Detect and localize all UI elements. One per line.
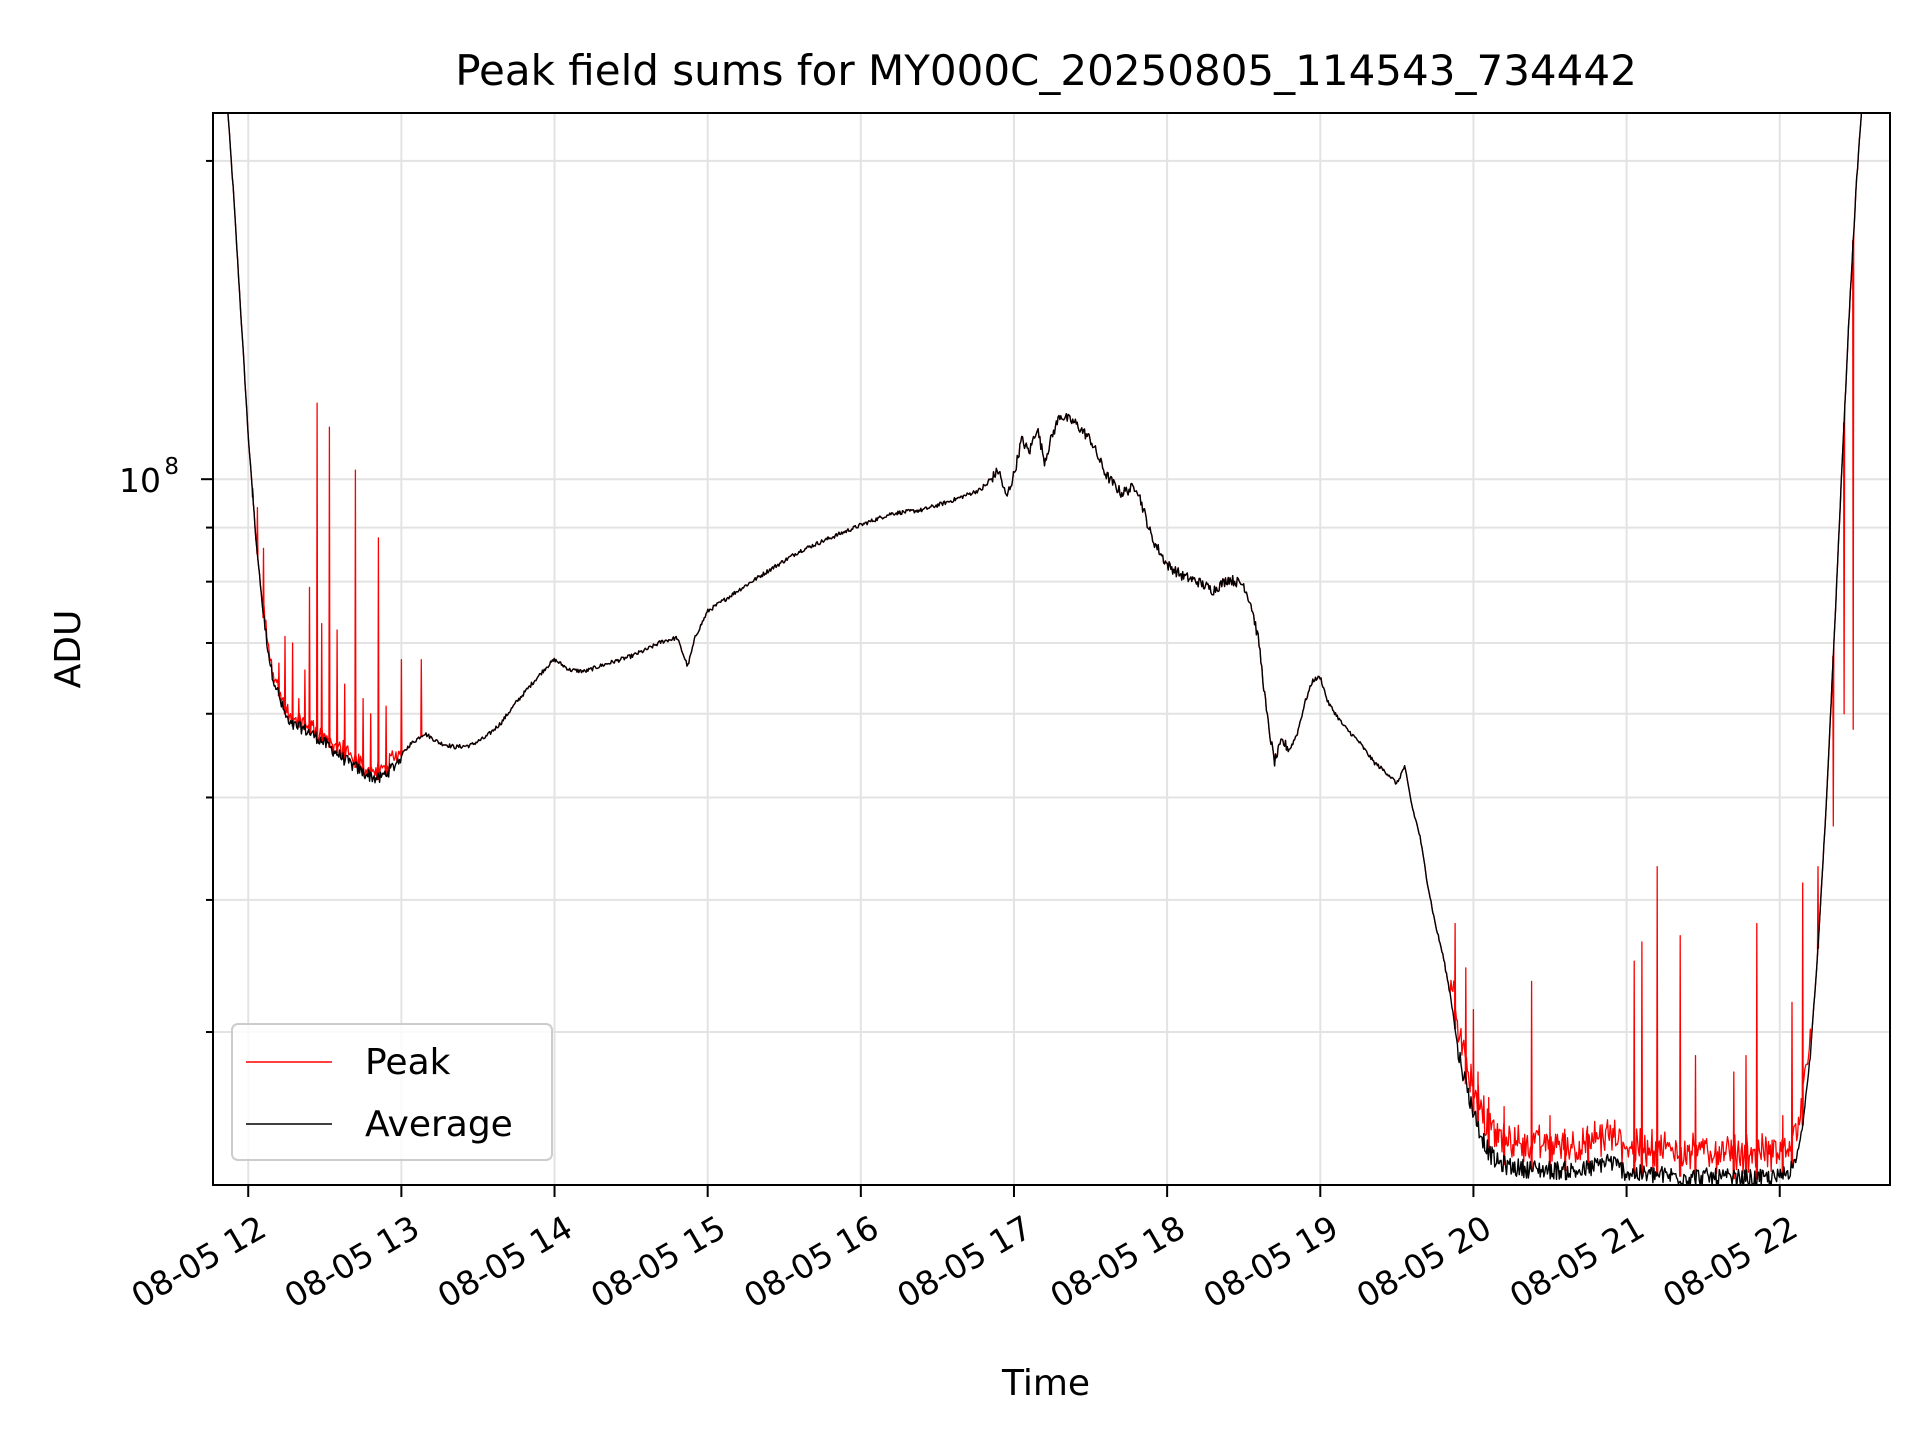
legend-peak-label: Peak [365, 1042, 451, 1083]
series-line-average [227, 113, 1863, 1185]
legend-box [231, 1023, 553, 1161]
series-layer [227, 113, 1863, 1185]
x-axis-label: Time [1001, 1363, 1090, 1404]
y-tick-label-exponent: 8 [164, 454, 179, 480]
y-axis-label: ADU [48, 610, 89, 689]
y-axis-ticks: 10 8 [119, 159, 213, 1034]
chart-title: Peak field sums for MY000C_20250805_1145… [455, 46, 1637, 95]
y-tick-label: 10 [119, 461, 161, 500]
plot-frame [212, 112, 1891, 1186]
legend: Peak Average [231, 1023, 553, 1161]
grid-lines [213, 113, 1890, 1185]
legend-average-label: Average [365, 1104, 513, 1145]
